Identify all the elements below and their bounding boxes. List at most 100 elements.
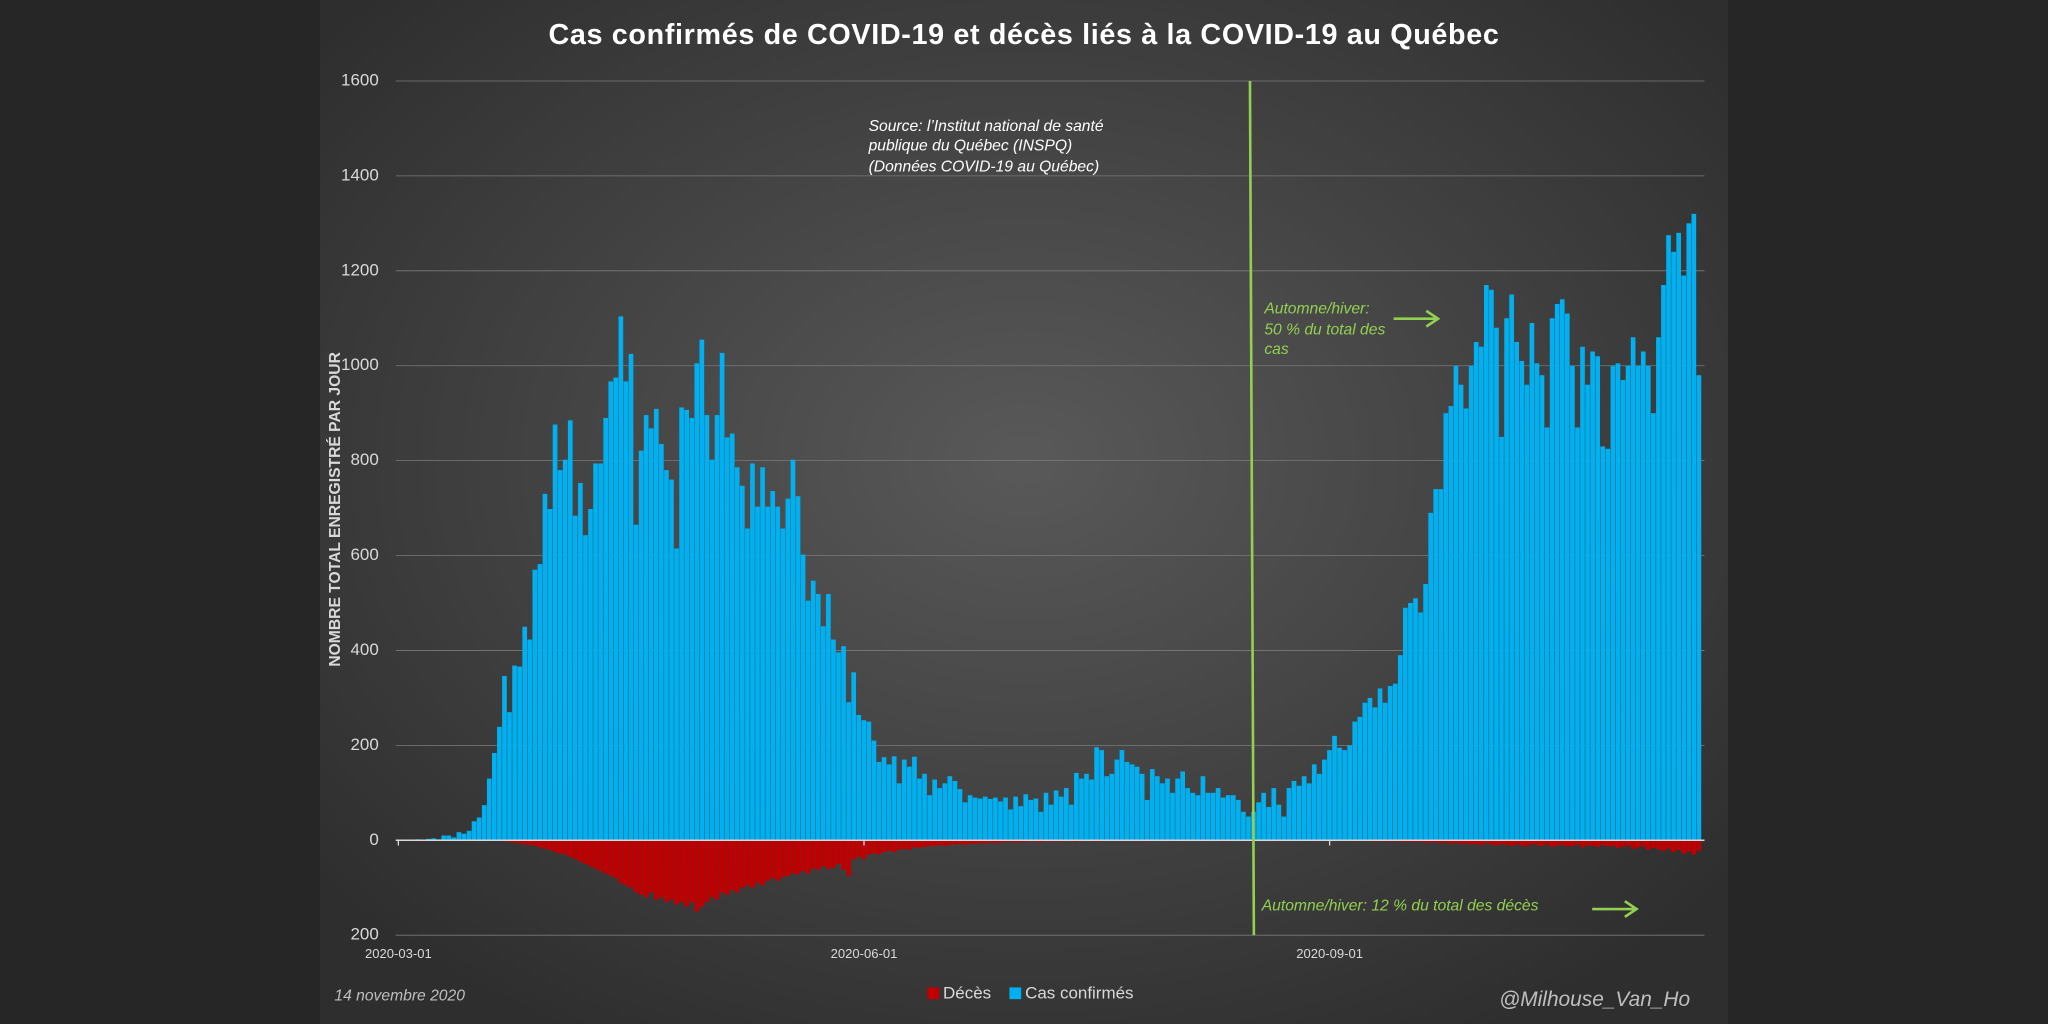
bar: [1048, 804, 1054, 841]
bar: [1225, 795, 1231, 841]
bar: [907, 766, 912, 841]
bar: [572, 515, 578, 841]
bar: [1590, 351, 1595, 841]
bar: [770, 490, 776, 841]
bar: [790, 459, 796, 841]
bar: [1175, 778, 1180, 841]
bar: [689, 417, 695, 841]
bar: [1382, 702, 1388, 841]
bar: [618, 316, 624, 841]
bar: [1458, 384, 1464, 841]
bar: [1281, 816, 1287, 841]
bar: [836, 652, 841, 841]
bar: [466, 830, 472, 841]
bar: [790, 840, 796, 874]
bar: [451, 837, 457, 841]
bar: [562, 459, 568, 841]
bar: [1585, 840, 1590, 846]
bar: [527, 840, 533, 846]
bar: [886, 764, 892, 841]
bar: [1519, 840, 1525, 846]
source-line: (Données COVID-19 au Québec): [869, 158, 1100, 175]
bar: [805, 840, 811, 874]
bar: [1160, 783, 1165, 841]
bar: [603, 417, 609, 841]
bar: [431, 838, 436, 841]
x-tick-label: 2020-09-01: [1296, 946, 1363, 961]
annotation: Automne/hiver: 12 % du total des décès: [1261, 898, 1539, 915]
bar: [1433, 489, 1439, 841]
bar: [740, 485, 745, 841]
bar: [1372, 707, 1378, 841]
bar: [674, 840, 679, 905]
bar: [1529, 323, 1535, 841]
bar: [831, 840, 836, 868]
bar: [785, 840, 791, 876]
bar: [1286, 788, 1292, 841]
bar: [1484, 285, 1489, 841]
annotation: Automne/hiver:: [1263, 301, 1369, 318]
bar: [836, 840, 841, 864]
bar: [1403, 840, 1408, 843]
bar: [871, 740, 877, 841]
bar: [714, 415, 720, 841]
bar: [1554, 840, 1560, 846]
date-note: 14 novembre 2020: [334, 988, 465, 1005]
bar: [1155, 776, 1160, 841]
bar: [1023, 840, 1029, 843]
bar: [1635, 840, 1641, 848]
bar: [815, 593, 821, 841]
bar: [1433, 840, 1439, 843]
bar: [765, 506, 770, 841]
bar: [1013, 796, 1018, 841]
bar: [1600, 446, 1606, 841]
bar: [1681, 275, 1687, 841]
bar: [937, 840, 943, 846]
bar: [1489, 289, 1494, 841]
bar: [1463, 408, 1469, 841]
bar: [775, 840, 781, 881]
bar: [1003, 797, 1008, 841]
bar: [659, 444, 664, 841]
y-tick-label: 400: [350, 640, 378, 659]
bar: [583, 535, 588, 841]
bar: [694, 840, 700, 912]
bar: [1514, 840, 1520, 845]
bar: [750, 840, 755, 888]
bar: [901, 840, 907, 849]
bar: [907, 840, 912, 850]
y-tick-label: 600: [350, 545, 378, 564]
y-tick-label: 1000: [341, 355, 379, 374]
bar: [1038, 811, 1044, 841]
bar: [1473, 341, 1479, 841]
x-tick-label: 2020-03-01: [365, 946, 432, 961]
bar: [1038, 840, 1044, 843]
bar: [886, 840, 892, 851]
bar: [522, 840, 528, 845]
bar: [1311, 764, 1317, 841]
y-tick-label: 800: [350, 450, 378, 469]
bar: [1104, 776, 1110, 841]
bar: [532, 840, 538, 846]
bar: [659, 840, 664, 898]
bar: [734, 467, 740, 841]
bar: [512, 840, 517, 843]
bar: [547, 840, 553, 850]
bar: [1494, 840, 1499, 846]
bar: [1651, 840, 1656, 848]
bar: [734, 840, 740, 893]
bar: [927, 840, 932, 846]
bar: [557, 470, 563, 841]
bar: [633, 524, 639, 841]
bar: [962, 840, 968, 846]
bar: [942, 783, 948, 841]
bar: [1362, 702, 1368, 841]
bar: [567, 840, 573, 857]
bar: [1089, 779, 1094, 841]
y-axis-label: NOMBRE TOTAL ENREGISTRÉ PAR JOUR: [325, 352, 344, 667]
bar: [638, 450, 644, 841]
bar: [1564, 313, 1570, 841]
bar: [1261, 792, 1266, 841]
source-line: Source: l’Institut national de santé: [869, 118, 1104, 135]
bar: [562, 840, 568, 855]
